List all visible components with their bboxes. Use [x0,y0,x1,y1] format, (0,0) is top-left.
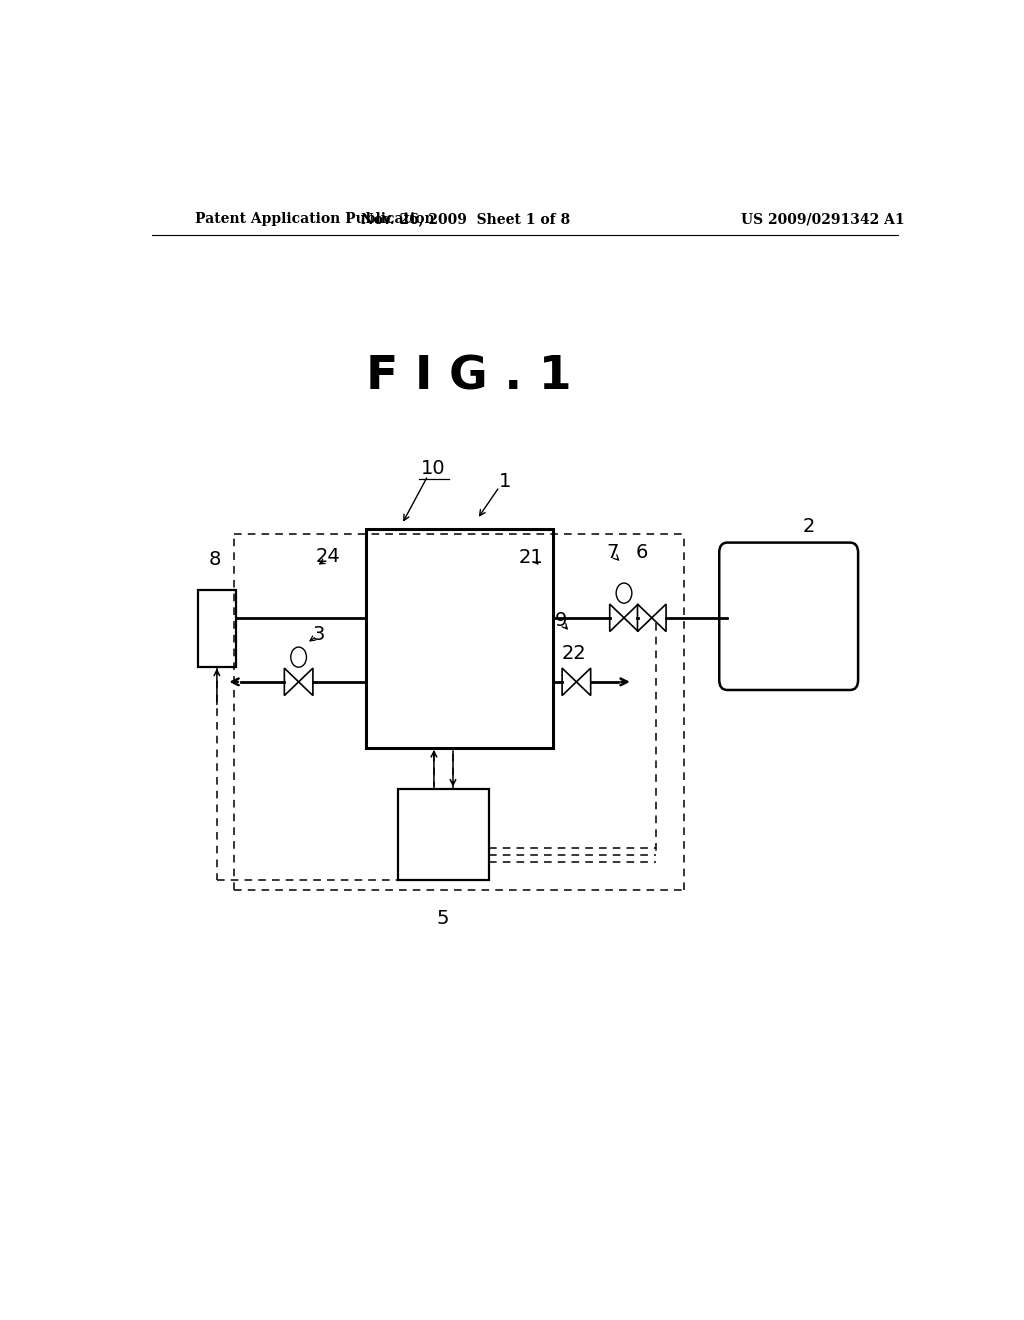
Polygon shape [652,605,666,631]
Text: 7: 7 [606,544,618,562]
Polygon shape [624,605,638,631]
Polygon shape [285,668,299,696]
Text: 1: 1 [499,473,511,491]
Polygon shape [299,668,313,696]
Polygon shape [609,605,624,631]
Text: Nov. 26, 2009  Sheet 1 of 8: Nov. 26, 2009 Sheet 1 of 8 [360,213,569,227]
Polygon shape [638,605,652,631]
Bar [397,788,489,880]
Text: 3: 3 [312,624,325,644]
Polygon shape [562,668,577,696]
Text: Patent Application Publication: Patent Application Publication [196,213,435,227]
Bar [198,590,236,667]
Text: F I G . 1: F I G . 1 [367,355,572,400]
Polygon shape [577,668,591,696]
Text: 22: 22 [561,644,587,663]
Text: 8: 8 [209,550,221,569]
Text: 6: 6 [636,544,648,562]
Text: 5: 5 [437,909,450,928]
Text: US 2009/0291342 A1: US 2009/0291342 A1 [740,213,904,227]
Bar [367,529,553,748]
Text: 21: 21 [519,548,544,568]
Text: 10: 10 [421,459,445,478]
Text: 9: 9 [554,611,566,631]
Text: 2: 2 [803,517,815,536]
Text: 24: 24 [315,548,340,566]
